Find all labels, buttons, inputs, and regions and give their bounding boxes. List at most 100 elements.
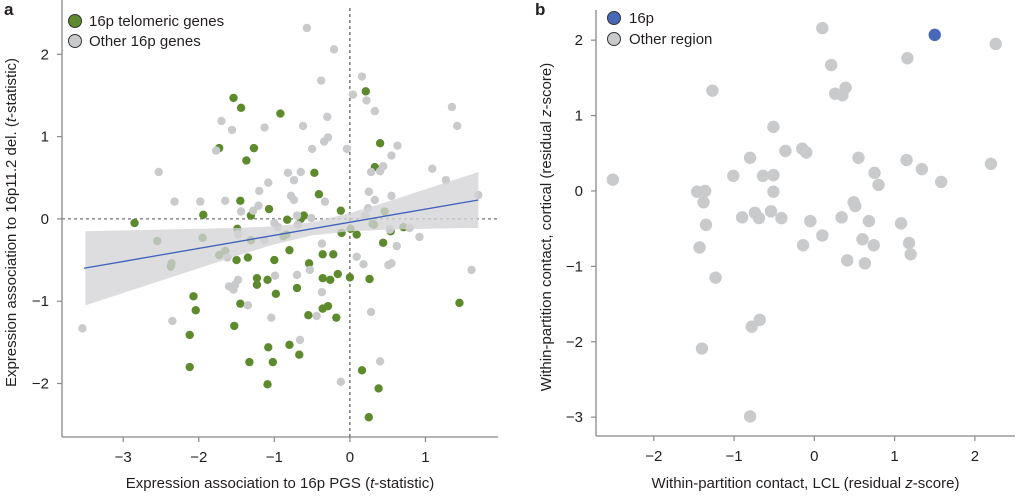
x-tick-label: −2	[190, 449, 207, 466]
data-point	[282, 215, 292, 224]
data-point	[185, 330, 194, 340]
data-point	[292, 270, 302, 280]
legend-a: 16p telomeric genes Other 16p genes	[68, 13, 224, 50]
data-point	[270, 271, 280, 280]
data-point	[323, 301, 333, 311]
data-point	[316, 76, 326, 85]
data-point	[764, 205, 778, 218]
data-point	[816, 21, 829, 35]
x-axis-label: Expression association to 16p PGS (t-sta…	[126, 475, 434, 492]
data-point	[245, 357, 254, 367]
data-point	[298, 121, 308, 131]
data-point	[779, 144, 792, 158]
data-point	[345, 273, 355, 282]
x-tick-label: 1	[890, 448, 898, 465]
data-point	[317, 239, 327, 248]
data-point	[352, 230, 361, 239]
legend-marker-other-region	[607, 32, 621, 46]
x-tick-label: −2	[645, 448, 662, 465]
data-point	[221, 196, 230, 206]
data-point	[365, 274, 374, 284]
data-point	[375, 357, 385, 366]
data-point	[767, 120, 780, 134]
data-point	[304, 310, 313, 320]
data-point	[326, 275, 335, 285]
data-point	[392, 241, 401, 251]
x-tick-label: −1	[266, 449, 283, 466]
data-point	[260, 123, 269, 132]
data-point	[752, 211, 766, 225]
series-other-16p-genes	[78, 23, 483, 387]
y-axis-label: Within-partition contact, cortical (resi…	[538, 63, 555, 391]
series-other-region	[606, 21, 1002, 423]
data-point	[185, 362, 194, 372]
legend-label-telomeric: 16p telomeric genes	[89, 13, 224, 30]
data-point	[312, 311, 321, 321]
scatter-plot-a: −3 −2 −1 0 1 −2 −1 0 1 2 Expression association to…	[3, 0, 498, 492]
data-point	[271, 289, 281, 299]
data-point	[698, 184, 712, 198]
data-point	[285, 245, 294, 255]
data-point	[295, 335, 305, 345]
data-point	[348, 90, 358, 99]
data-point	[706, 84, 719, 97]
y-tick-label: 1	[41, 129, 49, 146]
data-point	[318, 250, 327, 259]
data-point	[852, 151, 865, 164]
panel-label-a: a	[4, 0, 14, 19]
data-point	[900, 153, 913, 167]
y-tick-label: −1	[32, 293, 49, 310]
data-point	[189, 292, 198, 301]
data-point	[130, 218, 139, 228]
data-point	[902, 236, 916, 250]
data-point	[452, 121, 462, 131]
data-point	[236, 207, 246, 216]
data-point	[743, 151, 757, 164]
data-point	[307, 213, 316, 223]
data-point	[254, 201, 263, 210]
data-point	[364, 413, 373, 422]
data-point	[743, 410, 757, 423]
data-point	[276, 109, 285, 118]
data-point	[824, 58, 838, 72]
data-point	[387, 259, 396, 268]
data-point	[289, 195, 299, 205]
data-point	[267, 313, 276, 322]
x-axis-label: Within-partition contact, LCL (residual …	[652, 475, 960, 492]
data-point	[867, 239, 880, 252]
data-point	[858, 257, 872, 270]
data-point	[375, 138, 385, 148]
data-point	[856, 233, 869, 246]
data-point	[196, 197, 205, 206]
data-point	[342, 144, 352, 154]
y-tick-label: −1	[566, 258, 583, 275]
data-point	[901, 52, 914, 65]
series-16p	[928, 28, 941, 42]
data-point	[357, 72, 367, 81]
data-point	[693, 241, 706, 254]
y-tick-label: −3	[566, 409, 583, 426]
data-point	[387, 151, 396, 160]
data-point	[252, 273, 262, 283]
confidence-band	[85, 172, 479, 306]
data-point	[835, 211, 848, 224]
data-point	[283, 168, 293, 178]
legend-label-16p: 16p	[629, 10, 654, 27]
data-point	[352, 252, 361, 261]
data-point	[320, 197, 330, 206]
data-point	[242, 156, 251, 165]
data-point	[359, 259, 368, 269]
data-point	[709, 271, 722, 284]
data-point	[292, 283, 302, 293]
data-point	[370, 195, 380, 205]
data-point	[366, 167, 376, 177]
data-point	[285, 340, 294, 350]
data-point	[984, 157, 998, 171]
data-point	[264, 178, 273, 187]
data-point	[243, 301, 253, 310]
data-point	[305, 265, 315, 275]
data-point	[154, 167, 163, 177]
data-point	[268, 357, 278, 367]
data-point	[378, 238, 388, 247]
data-point	[323, 112, 332, 122]
